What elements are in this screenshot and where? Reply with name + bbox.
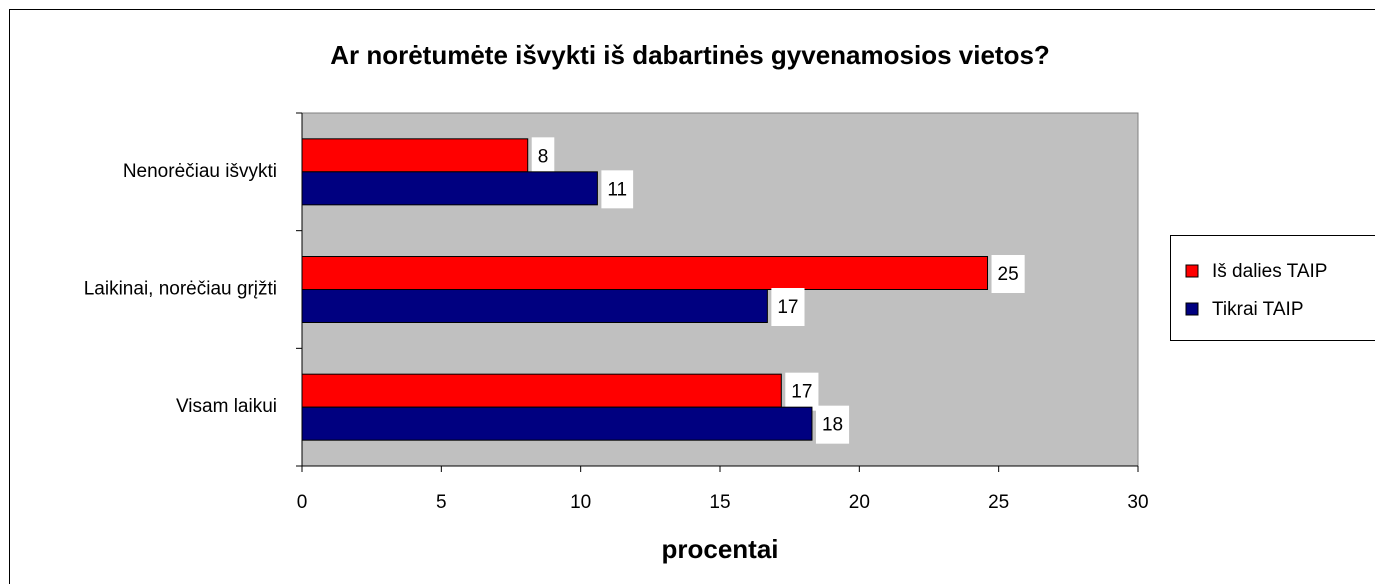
data-label-bg [531,137,555,176]
legend-swatch [1185,264,1199,278]
data-label: 17 [791,382,812,403]
legend-box [1170,235,1375,341]
data-label-bg [601,170,634,209]
bar [301,138,529,173]
data-label-bg [785,372,819,411]
legend-label: Iš dalies TAIP [1212,261,1327,282]
data-label: 18 [822,415,843,436]
bar [301,373,782,408]
y-tick-label: Visam laikui [176,396,277,417]
x-tick-label: 15 [709,492,730,513]
bar [301,256,989,290]
bar [301,406,813,441]
bar [301,289,768,323]
y-tick-label: Laikinai, norėčiau grįžti [84,279,277,300]
data-label: 25 [998,264,1019,285]
x-axis-label: procentai [661,534,778,564]
x-tick-label: 5 [436,492,447,513]
data-label: 17 [777,297,798,318]
data-label-bg [771,288,805,326]
x-tick-label: 0 [297,492,308,513]
x-tick-label: 20 [849,492,870,513]
y-tick-label: Nenorėčiau išvykti [123,161,277,182]
legend-label: Tikrai TAIP [1212,299,1304,320]
data-label-bg [991,255,1025,293]
data-label-bg [815,405,850,444]
legend-swatch [1185,302,1199,316]
x-tick-label: 10 [570,492,591,513]
chart-title: Ar norėtumėte išvykti iš dabartinės gyve… [330,40,1050,70]
data-label: 8 [538,146,549,167]
data-label: 11 [607,179,627,200]
x-tick-label: 30 [1127,492,1148,513]
x-tick-label: 25 [988,492,1009,513]
bar [301,171,598,206]
